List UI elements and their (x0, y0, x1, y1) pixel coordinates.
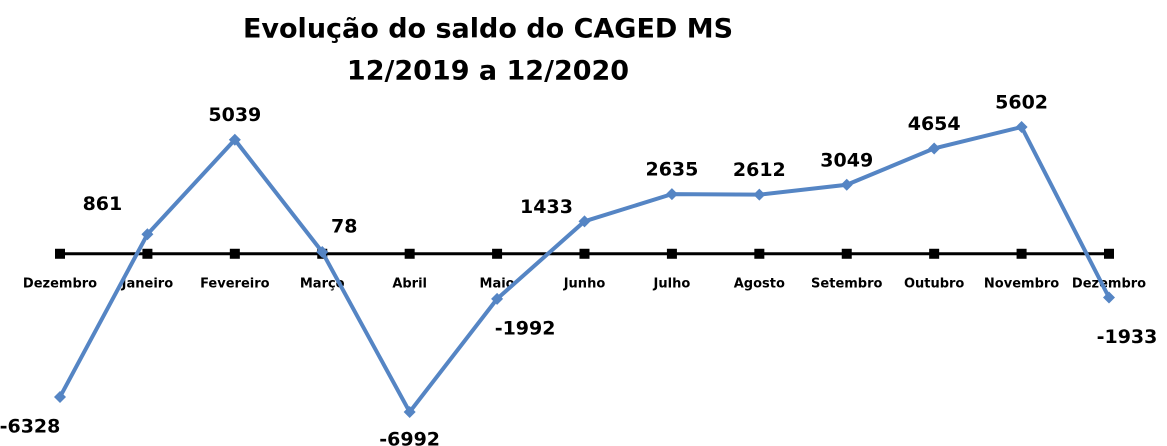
tick-marker (579, 248, 590, 259)
data-label: 3049 (820, 149, 873, 171)
x-tick-label: Novembro (984, 276, 1059, 291)
data-label: 5039 (208, 104, 261, 126)
x-tick-label: Agosto (734, 276, 785, 291)
data-point (1015, 121, 1028, 133)
x-tick-label: Setembro (811, 276, 882, 291)
data-label: 4654 (908, 113, 961, 135)
tick-marker (229, 248, 240, 259)
data-label: 2635 (645, 159, 698, 181)
x-tick-label: Outubro (904, 276, 964, 291)
data-point (840, 178, 853, 191)
data-point (665, 188, 678, 201)
data-point (491, 292, 504, 305)
data-point (228, 133, 241, 146)
data-point (1103, 291, 1115, 304)
x-tick-label: Julho (653, 276, 691, 291)
x-tick-label: Abril (392, 276, 427, 291)
tick-marker (754, 248, 765, 259)
tick-marker (404, 248, 415, 259)
data-point (753, 188, 766, 201)
data-point (403, 406, 416, 418)
data-point (578, 215, 591, 228)
data-label: 2612 (733, 159, 786, 181)
tick-marker (492, 248, 503, 259)
tick-marker (1104, 248, 1114, 259)
data-label: 1433 (520, 196, 573, 218)
tick-marker (841, 248, 852, 259)
data-label: 861 (83, 193, 123, 215)
x-tick-label: Junho (563, 276, 606, 291)
chart-title: Evolução do saldo do CAGED MS (243, 14, 733, 45)
data-label: -6328 (0, 415, 60, 437)
data-label: -1992 (495, 317, 556, 339)
x-tick-label: Janeiro (121, 276, 174, 291)
tick-marker (55, 248, 65, 259)
data-point (316, 246, 329, 259)
tick-marker (929, 248, 940, 259)
tick-marker (142, 248, 153, 259)
x-tick-label: Dezembro (1072, 276, 1146, 291)
data-label: 5602 (995, 92, 1048, 114)
x-tick-label: Dezembro (23, 276, 97, 291)
data-point (54, 390, 66, 403)
data-point (141, 228, 154, 241)
data-label: -1933 (1097, 326, 1158, 348)
data-label: 78 (331, 216, 357, 238)
tick-marker (666, 248, 677, 259)
data-point (928, 142, 941, 155)
x-tick-label: Fevereiro (200, 276, 270, 291)
x-tick-label: Maio (480, 276, 515, 291)
tick-marker (1016, 248, 1027, 259)
x-tick-label: Março (300, 276, 345, 291)
chart-subtitle: 12/2019 a 12/2020 (347, 56, 629, 87)
series-line (58, 124, 1111, 416)
data-label: -6992 (379, 429, 440, 446)
